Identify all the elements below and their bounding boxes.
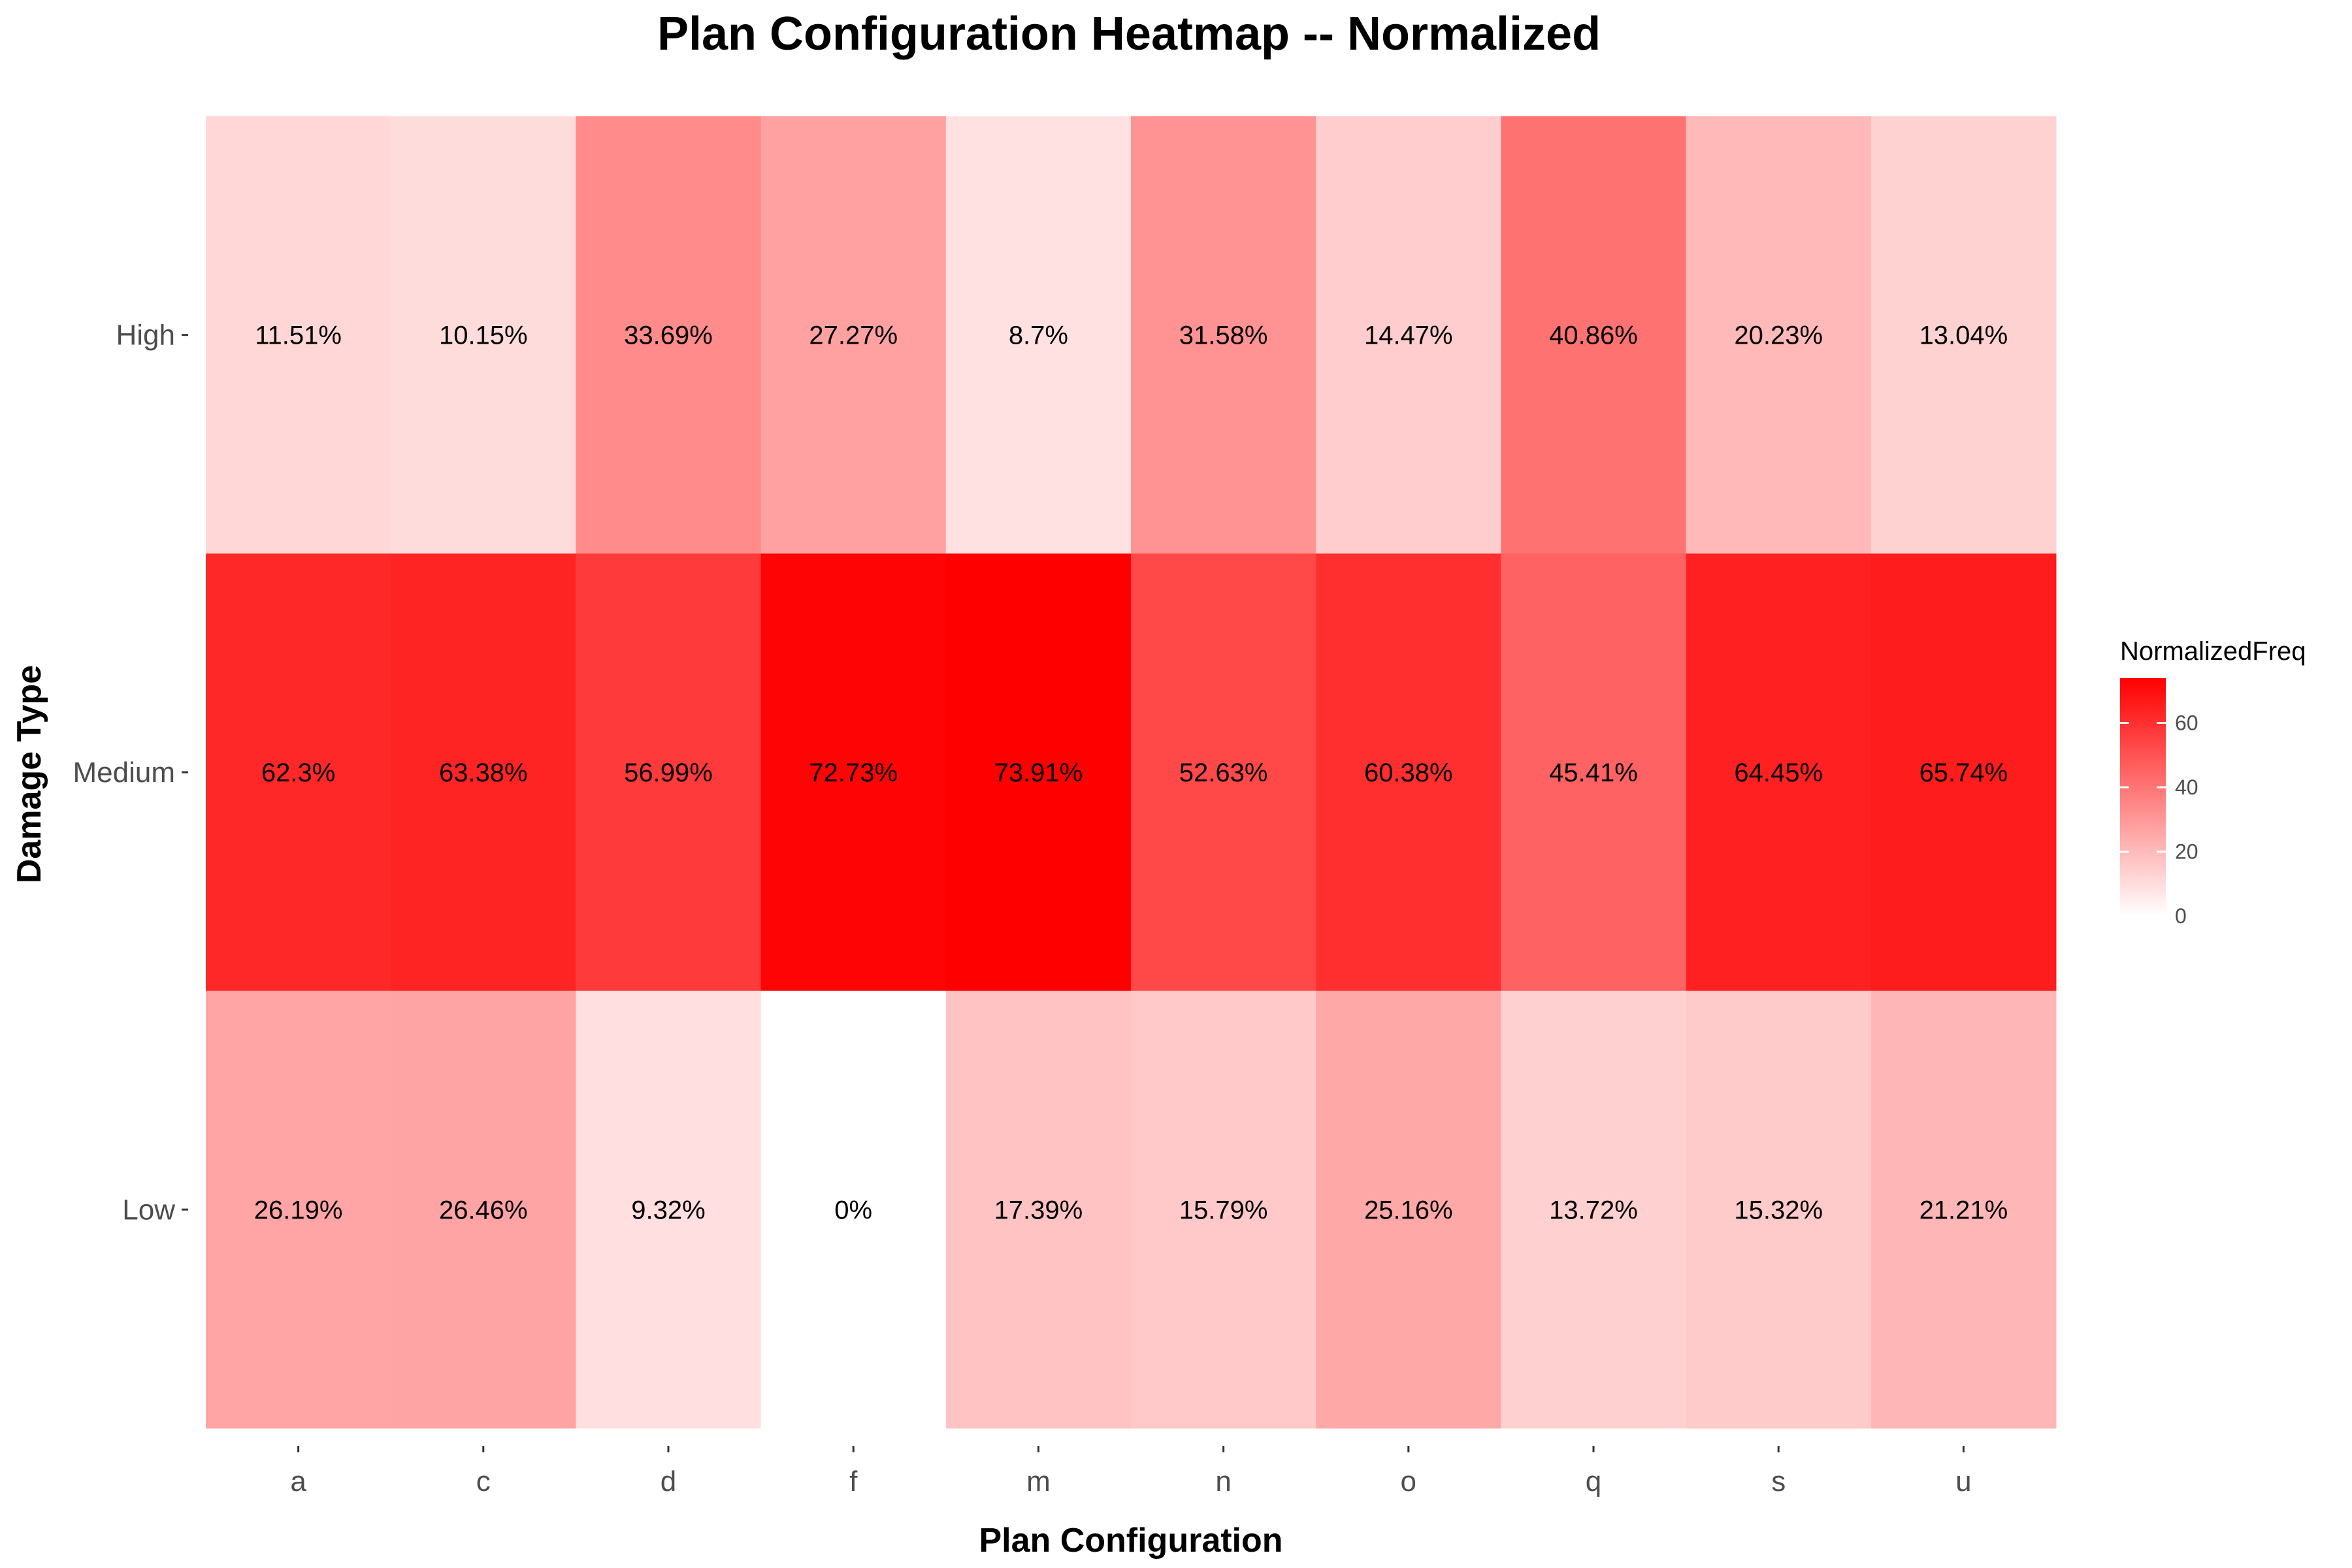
heatmap-cell	[206, 990, 391, 1429]
x-tick-label: m	[1026, 1465, 1051, 1497]
heatmap-cell	[576, 553, 762, 992]
x-tick-label: n	[1215, 1465, 1231, 1497]
cell-value-label: 72.73%	[809, 759, 898, 787]
heatmap-cell	[1316, 116, 1501, 554]
legend-title: NormalizedFreq	[2120, 637, 2306, 666]
heatmap-cell	[1501, 553, 1687, 992]
heatmap-cell	[391, 553, 576, 992]
cell-value-label: 27.27%	[809, 321, 898, 350]
x-tick-label: u	[1955, 1465, 1971, 1497]
heatmap-cell	[945, 116, 1132, 554]
x-tick-label: d	[661, 1465, 676, 1497]
heatmap-cell	[945, 553, 1132, 992]
heatmap-cells	[206, 116, 2057, 1429]
cell-value-label: 26.46%	[439, 1196, 528, 1224]
heatmap-cell	[1686, 553, 1872, 992]
chart-title: Plan Configuration Heatmap -- Normalized	[657, 8, 1601, 60]
cell-value-label: 60.38%	[1364, 759, 1453, 787]
cell-value-label: 33.69%	[624, 321, 713, 350]
heatmap-cell	[1686, 990, 1872, 1429]
cell-value-label: 9.32%	[631, 1196, 705, 1224]
heatmap-cell	[391, 116, 576, 554]
cell-value-label: 40.86%	[1549, 321, 1638, 350]
cell-value-label: 73.91%	[994, 759, 1083, 787]
cell-value-label: 15.32%	[1734, 1196, 1823, 1224]
y-axis: High Medium Low	[73, 319, 188, 1226]
x-tick-label: o	[1401, 1465, 1416, 1497]
x-tick-label: a	[290, 1465, 306, 1497]
cell-value-label: 65.74%	[1919, 759, 2008, 787]
cell-value-label: 64.45%	[1734, 759, 1823, 787]
legend-tick-label: 60	[2175, 711, 2198, 735]
heatmap-cell	[1316, 990, 1501, 1429]
cell-value-label: 8.7%	[1009, 321, 1068, 350]
cell-value-label: 45.41%	[1549, 759, 1638, 787]
cell-value-label: 15.79%	[1179, 1196, 1268, 1224]
y-tick-label: Medium	[73, 757, 176, 789]
legend-color-bar	[2120, 678, 2166, 916]
cell-value-label: 0%	[834, 1196, 872, 1224]
cell-value-label: 31.58%	[1179, 321, 1268, 350]
color-legend: NormalizedFreq 0 20 40 60	[2120, 637, 2306, 928]
heatmap-cell	[760, 990, 947, 1429]
heatmap-cell	[391, 990, 576, 1429]
heatmap-cell	[1131, 990, 1316, 1429]
heatmap-cell	[760, 553, 947, 992]
heatmap-cell	[1131, 553, 1316, 992]
heatmap-cell	[576, 990, 762, 1429]
cell-value-label: 17.39%	[994, 1196, 1083, 1224]
heatmap-cell-labels: 11.51% 10.15% 33.69% 27.27% 8.7% 31.58% 14.47%…	[254, 321, 2008, 1225]
cell-value-label: 13.04%	[1919, 321, 2008, 350]
x-tick-label: s	[1771, 1465, 1786, 1497]
x-tick-label: q	[1586, 1465, 1601, 1497]
y-tick-label: High	[116, 319, 176, 351]
y-axis-title: Damage Type	[10, 665, 48, 883]
x-tick-label: c	[476, 1465, 491, 1497]
cell-value-label: 11.51%	[255, 321, 342, 350]
cell-value-label: 25.16%	[1364, 1196, 1453, 1224]
heatmap-cell	[1870, 553, 2057, 992]
cell-value-label: 56.99%	[624, 759, 713, 787]
heatmap-cell	[1316, 553, 1501, 992]
heatmap-cell	[760, 116, 947, 554]
x-axis-title: Plan Configuration	[979, 1522, 1282, 1560]
cell-value-label: 62.3%	[261, 759, 335, 787]
heatmap-cell	[1501, 116, 1687, 554]
legend-tick-label: 0	[2175, 904, 2187, 928]
heatmap-cell	[1686, 116, 1872, 554]
heatmap-cell	[1870, 116, 2057, 554]
x-tick-label: f	[849, 1465, 858, 1497]
cell-value-label: 26.19%	[254, 1196, 343, 1224]
cell-value-label: 14.47%	[1364, 321, 1453, 350]
legend-tick-label: 40	[2175, 776, 2198, 799]
y-tick-label: Low	[122, 1194, 175, 1226]
heatmap-cell	[945, 990, 1132, 1429]
heatmap-cell	[1501, 990, 1687, 1429]
heatmap-cell	[1131, 116, 1316, 554]
heatmap-cell	[576, 116, 762, 554]
cell-value-label: 10.15%	[439, 321, 528, 350]
legend-tick-label: 20	[2175, 840, 2198, 864]
heatmap-cell	[1870, 990, 2057, 1429]
cell-value-label: 63.38%	[439, 759, 528, 787]
heatmap-cell	[206, 553, 391, 992]
cell-value-label: 13.72%	[1549, 1196, 1638, 1224]
cell-value-label: 20.23%	[1734, 321, 1823, 350]
cell-value-label: 21.21%	[1919, 1196, 2008, 1224]
heatmap-cell	[206, 116, 391, 554]
cell-value-label: 52.63%	[1179, 759, 1268, 787]
